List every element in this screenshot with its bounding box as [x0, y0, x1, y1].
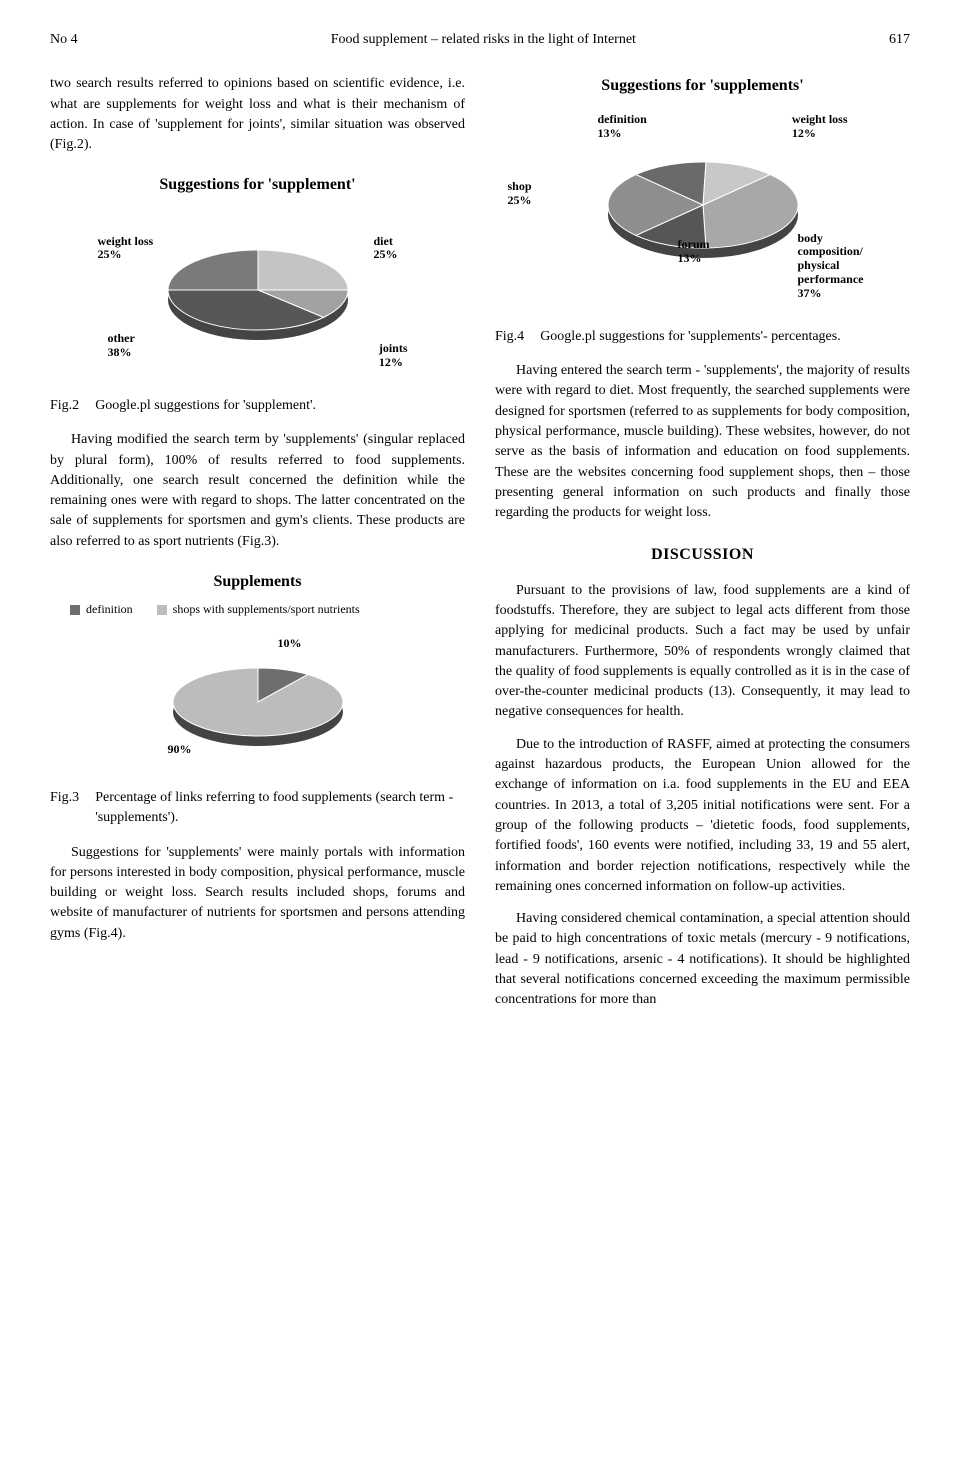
- fig3-legend-item-0: definition: [70, 601, 133, 618]
- right-para-4: Having considered chemical contamination…: [495, 909, 910, 1010]
- left-column: two search results referred to opinions …: [50, 74, 465, 1022]
- fig4-caption: Fig.4 Google.pl suggestions for 'supplem…: [495, 327, 910, 347]
- fig3-legend-label-1: shops with supplements/sport nutrients: [173, 601, 360, 618]
- fig2-label-other: other38%: [108, 332, 135, 360]
- fig3-chart: Supplements definition shops with supple…: [50, 570, 465, 774]
- fig3-legend: definition shops with supplements/sport …: [50, 601, 465, 618]
- fig2-caption-text: Google.pl suggestions for 'supplement'.: [95, 396, 316, 416]
- two-column-layout: two search results referred to opinions …: [50, 74, 910, 1022]
- fig3-caption-text: Percentage of links referring to food su…: [95, 788, 465, 829]
- fig2-caption: Fig.2 Google.pl suggestions for 'supplem…: [50, 396, 465, 416]
- fig4-title: Suggestions for 'supplements': [495, 74, 910, 97]
- fig4-label-forum: forum13%: [678, 238, 710, 266]
- fig2-chart: Suggestions for 'supplement' weight loss…: [50, 173, 465, 381]
- fig3-legend-swatch-0: [70, 605, 80, 615]
- fig3-pct-90: 90%: [168, 743, 192, 757]
- right-para-1: Having entered the search term - 'supple…: [495, 361, 910, 523]
- fig4-label-weightloss: weight loss12%: [792, 113, 848, 141]
- right-para-3: Due to the introduction of RASFF, aimed …: [495, 735, 910, 897]
- fig4-label-body: bodycomposition/physicalperformance37%: [798, 232, 908, 301]
- fig2-label-joints: joints12%: [379, 342, 408, 370]
- fig2-label-weightloss: weight loss25%: [98, 235, 154, 263]
- fig4-caption-text: Google.pl suggestions for 'supplements'-…: [540, 327, 841, 347]
- fig3-pct-10: 10%: [278, 637, 302, 651]
- fig3-caption-num: Fig.3: [50, 788, 79, 829]
- left-para-3: Suggestions for 'supplements' were mainl…: [50, 843, 465, 944]
- right-para-2: Pursuant to the provisions of law, food …: [495, 581, 910, 723]
- fig3-legend-swatch-1: [157, 605, 167, 615]
- fig3-wrap: 10% 90%: [88, 627, 428, 767]
- fig4-label-definition: definition13%: [598, 113, 647, 141]
- left-para-1: two search results referred to opinions …: [50, 74, 465, 155]
- fig4-caption-num: Fig.4: [495, 327, 524, 347]
- header-right: 617: [889, 30, 910, 50]
- fig3-legend-label-0: definition: [86, 601, 133, 618]
- fig3-legend-item-1: shops with supplements/sport nutrients: [157, 601, 360, 618]
- fig2-label-diet: diet25%: [374, 235, 398, 263]
- left-para-2: Having modified the search term by 'supp…: [50, 430, 465, 552]
- fig2-caption-num: Fig.2: [50, 396, 79, 416]
- fig4-wrap: definition13% weight loss12% bodycomposi…: [503, 105, 903, 305]
- fig2-wrap: weight loss25% diet25% joints12% other38…: [78, 205, 438, 375]
- fig3-pie: [88, 627, 428, 767]
- header-left: No 4: [50, 30, 78, 50]
- fig4-chart: Suggestions for 'supplements' definition…: [495, 74, 910, 312]
- fig3-caption: Fig.3 Percentage of links referring to f…: [50, 788, 465, 829]
- page-header: No 4 Food supplement – related risks in …: [50, 30, 910, 50]
- discussion-heading: DISCUSSION: [495, 543, 910, 566]
- fig4-label-shop: shop25%: [508, 180, 532, 208]
- fig2-title: Suggestions for 'supplement': [50, 173, 465, 196]
- header-center: Food supplement – related risks in the l…: [331, 30, 636, 50]
- right-column: Suggestions for 'supplements' definition…: [495, 74, 910, 1022]
- fig3-title: Supplements: [50, 570, 465, 593]
